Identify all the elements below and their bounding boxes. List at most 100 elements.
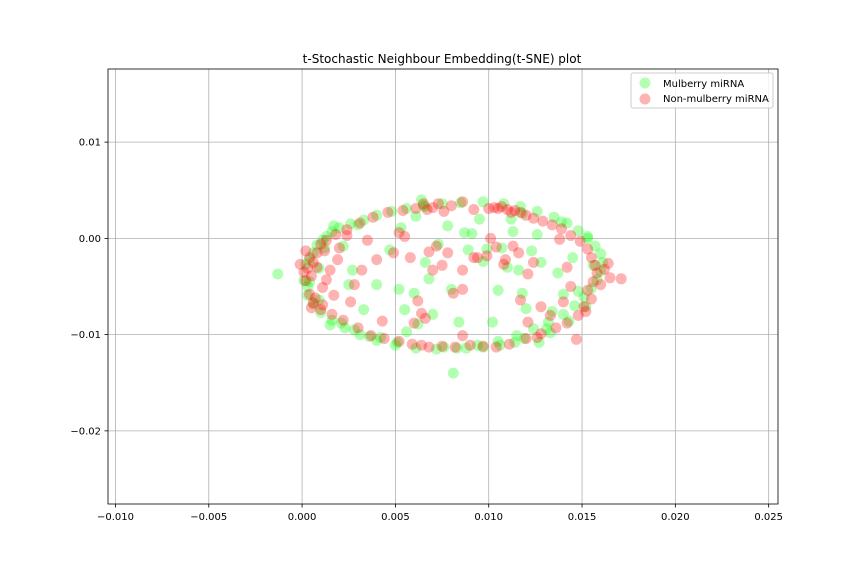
non-mulberry-point: [345, 296, 357, 308]
mulberry-point: [516, 207, 528, 219]
non-mulberry-point: [304, 252, 316, 264]
mulberry-point: [399, 304, 411, 316]
non-mulberry-point: [404, 252, 416, 264]
mulberry-point: [516, 287, 528, 299]
mulberry-point: [272, 268, 284, 280]
non-mulberry-point: [580, 306, 592, 317]
non-mulberry-point: [570, 333, 582, 345]
non-mulberry-point: [393, 227, 405, 239]
mulberry-point: [561, 217, 573, 229]
mulberry-point: [339, 322, 351, 334]
mulberry-point: [518, 333, 530, 344]
non-mulberry-point: [294, 258, 306, 270]
non-mulberry-point: [436, 340, 448, 352]
mulberry-point: [477, 196, 489, 208]
non-mulberry-point: [412, 295, 424, 307]
non-mulberry-point: [522, 316, 534, 328]
non-mulberry-point: [406, 338, 418, 350]
non-mulberry-point: [354, 217, 366, 229]
non-mulberry-point: [554, 233, 566, 245]
mulberry-point: [542, 316, 554, 328]
mulberry-point: [375, 332, 386, 343]
non-mulberry-point: [320, 274, 332, 286]
non-mulberry-point: [320, 234, 332, 246]
non-mulberry-point: [496, 201, 508, 213]
non-mulberry-point: [341, 224, 353, 236]
non-mulberry-point: [578, 301, 590, 313]
non-mulberry-point: [477, 340, 489, 352]
mulberry-point: [302, 281, 314, 292]
mulberry-point: [304, 254, 316, 266]
mulberry-point: [492, 284, 504, 296]
non-mulberry-point: [416, 307, 427, 319]
non-mulberry-point: [602, 257, 614, 269]
non-mulberry-point: [423, 246, 435, 258]
mulberry-point: [319, 242, 330, 254]
non-mulberry-point: [582, 284, 594, 296]
non-mulberry-point: [615, 273, 627, 285]
mulberry-point: [335, 317, 347, 329]
mulberry-point: [544, 327, 556, 339]
mulberry-point: [477, 256, 489, 267]
mulberry-point: [371, 279, 383, 291]
mulberry-point: [580, 301, 592, 313]
non-mulberry-point: [589, 259, 601, 271]
non-mulberry-point: [464, 339, 476, 351]
mulberry-point: [345, 218, 357, 230]
mulberry-point: [526, 245, 538, 257]
non-mulberry-point: [352, 322, 364, 334]
mulberry-point: [541, 323, 553, 335]
non-mulberry-point: [565, 230, 577, 241]
x-tick-label: 0.015: [568, 512, 597, 523]
non-mulberry-point: [557, 296, 569, 308]
y-tick-label: −0.01: [70, 330, 101, 341]
mulberry-point: [531, 205, 543, 217]
data-points: [272, 194, 627, 379]
mulberry-point: [401, 326, 413, 338]
non-mulberry-point: [483, 203, 495, 214]
mulberry-point: [528, 323, 539, 335]
mulberry-point: [572, 285, 584, 297]
mulberry-point: [307, 247, 319, 259]
non-mulberry-point: [317, 299, 329, 311]
non-mulberry-point: [528, 256, 539, 268]
non-mulberry-point: [445, 200, 457, 212]
mulberry-point: [393, 283, 405, 295]
mulberry-point: [582, 231, 594, 242]
non-mulberry-point: [307, 256, 319, 268]
non-mulberry-point: [326, 308, 338, 320]
mulberry-point: [548, 211, 560, 223]
non-mulberry-point: [332, 254, 344, 266]
non-mulberry-point: [393, 335, 405, 347]
non-mulberry-point: [315, 238, 327, 250]
non-mulberry-point: [481, 250, 493, 262]
non-mulberry-point: [520, 209, 532, 221]
y-tick-label: −0.02: [70, 426, 101, 437]
non-mulberry-point: [515, 206, 526, 218]
non-mulberry-point: [492, 203, 504, 214]
non-mulberry-point: [535, 328, 547, 340]
non-mulberry-point: [595, 279, 607, 291]
legend-marker-non-mulberry: [639, 93, 651, 105]
mulberry-point: [395, 222, 407, 234]
non-mulberry-point: [417, 198, 429, 210]
non-mulberry-point: [298, 266, 310, 278]
x-tick-label: 0.000: [288, 512, 317, 523]
mulberry-point: [515, 201, 526, 213]
mulberry-point: [513, 264, 525, 276]
x-tick-label: 0.025: [754, 512, 783, 523]
non-mulberry-point: [472, 252, 483, 264]
non-mulberry-point: [513, 247, 525, 259]
legend-label-non-mulberry: Non-mulberry miRNA: [663, 94, 769, 105]
mulberry-point: [501, 261, 513, 273]
mulberry-point: [384, 244, 396, 256]
chart-title: t-Stochastic Neighbour Embedding(t-SNE) …: [303, 52, 582, 66]
mulberry-point: [460, 342, 472, 354]
mulberry-point: [363, 331, 375, 342]
grid: [108, 69, 778, 504]
non-mulberry-point: [341, 230, 353, 241]
mulberry-point: [416, 194, 427, 206]
non-mulberry-point: [361, 234, 373, 246]
non-mulberry-point: [307, 297, 319, 309]
mulberry-point: [326, 226, 338, 238]
